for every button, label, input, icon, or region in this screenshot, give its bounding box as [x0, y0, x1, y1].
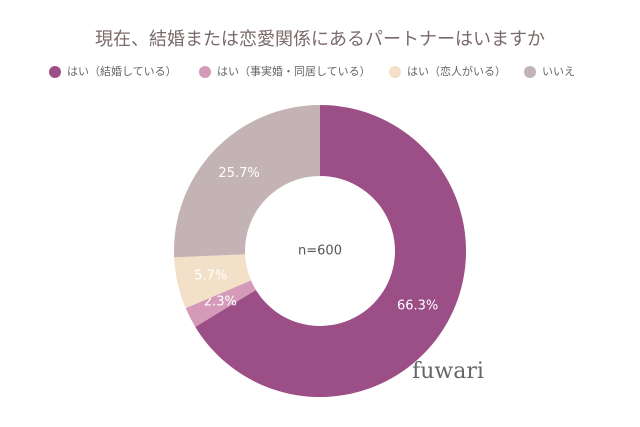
- center-label: n=600: [298, 244, 342, 259]
- donut-slice: [195, 105, 467, 397]
- donut-slice: [185, 280, 256, 327]
- value-label: 66.3%: [397, 298, 438, 313]
- value-label: 5.7%: [194, 268, 227, 283]
- value-label: 2.3%: [204, 295, 237, 310]
- chart-title: 現在、結婚または恋愛関係にあるパートナーはいますか: [95, 28, 545, 50]
- watermark: fuwari: [412, 359, 484, 384]
- value-label: 25.7%: [218, 166, 259, 181]
- donut-slice: [174, 254, 251, 309]
- legend-swatch: [524, 66, 536, 78]
- legend-label: はい（恋人がいる）: [407, 64, 506, 78]
- legend-label: はい（結婚している）: [67, 64, 177, 78]
- donut-slice: [174, 105, 320, 258]
- legend-label: いいえ: [542, 65, 575, 78]
- legend-label: はい（事実婚・同居している）: [217, 64, 371, 78]
- legend-swatch: [199, 66, 211, 78]
- legend-swatch: [389, 66, 401, 78]
- legend-swatch: [49, 66, 61, 78]
